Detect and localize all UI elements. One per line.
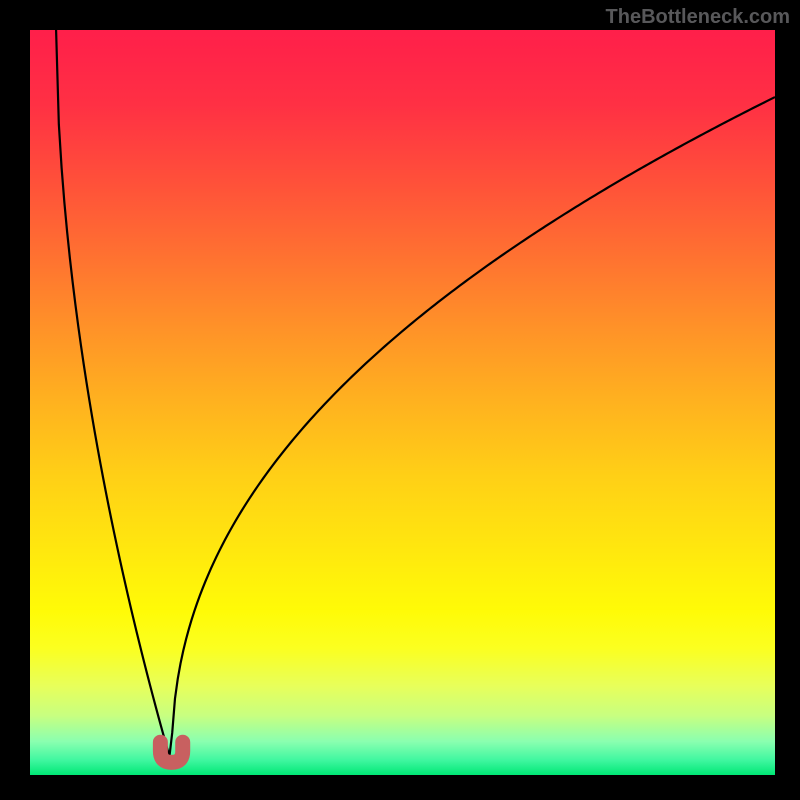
chart-container: TheBottleneck.com (0, 0, 800, 800)
watermark-text: TheBottleneck.com (606, 6, 790, 29)
plot-background (30, 30, 775, 775)
bottleneck-chart (0, 0, 800, 800)
